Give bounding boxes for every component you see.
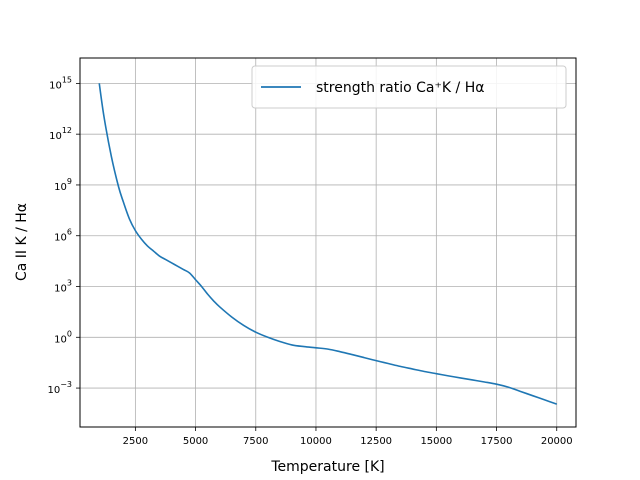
legend-box: [251, 65, 567, 109]
grid: [80, 58, 576, 427]
y-tick-label: 1015: [49, 75, 72, 91]
x-tick-label: 2500: [123, 436, 148, 447]
y-tick-label: 100: [54, 329, 72, 345]
x-tick-label: 20000: [541, 436, 573, 447]
ticks: 2500 5000 7500 10000 12500 15000 17500 20000 101…: [47, 75, 572, 447]
x-axis-label: Temperature [K]: [270, 459, 384, 475]
x-tick-label: 10000: [300, 436, 332, 447]
y-axis-label: Ca II K / Hα: [14, 203, 30, 281]
x-tick-label: 12500: [360, 436, 392, 447]
plot-lines: [98, 83, 558, 405]
x-tick-label: 15000: [420, 436, 452, 447]
y-tick-label: 103: [54, 279, 72, 295]
legend-label: strength ratio Ca⁺K / Hα: [316, 80, 484, 96]
y-tick-label: 1012: [49, 126, 72, 142]
axes: [79, 57, 577, 428]
x-tick-label: 5000: [183, 436, 208, 447]
axes-frame: [79, 57, 577, 428]
legend: strength ratio Ca⁺K / Hα: [251, 65, 567, 109]
x-tick-label: 7500: [243, 436, 268, 447]
y-tick-label: 10−3: [47, 380, 72, 396]
series-line-0: [98, 83, 558, 405]
x-tick-label: 17500: [481, 436, 513, 447]
y-tick-label: 106: [54, 228, 72, 244]
y-tick-label: 109: [54, 177, 72, 193]
